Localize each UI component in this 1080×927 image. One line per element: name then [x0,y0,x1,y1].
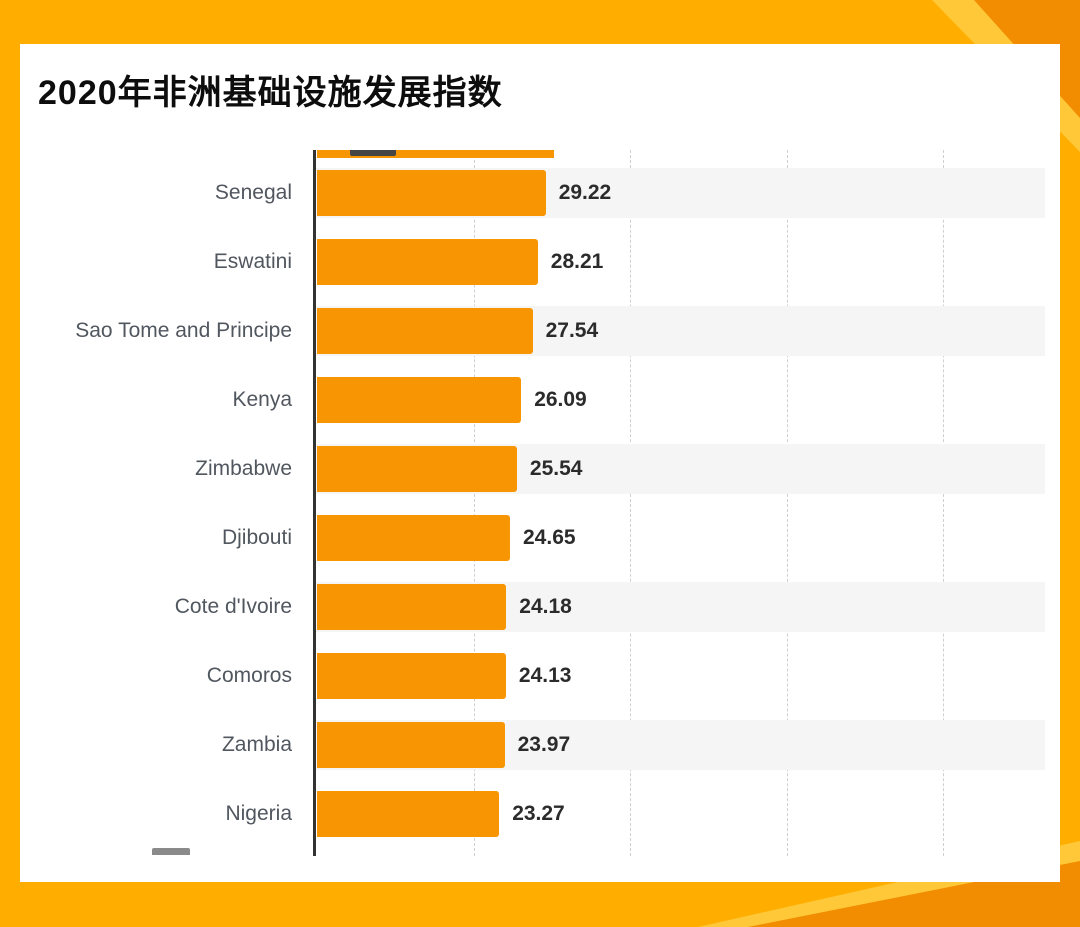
gridline [786,150,788,856]
value-label: 29.22 [558,181,612,204]
bar [317,377,522,423]
clipped-label-fragment-bottom [152,848,190,855]
category-label: Zimbabwe [195,457,292,480]
clipped-bar-top [317,150,555,158]
value-label: 24.65 [523,526,576,549]
value-label: 23.27 [512,802,565,825]
bar [317,308,533,354]
category-label: Nigeria [225,802,292,825]
value-label: 24.13 [518,664,572,687]
category-label: Comoros [206,664,292,687]
y-axis-line [313,150,316,856]
chart-title: 2020年非洲基础设施发展指数 [38,74,503,112]
category-label: Senegal [214,181,292,204]
category-label: Djibouti [221,526,292,549]
bar [317,239,538,285]
value-label: 27.54 [545,319,599,342]
value-label: 24.18 [519,595,572,618]
bar [317,653,506,699]
bar [317,791,500,837]
clipped-text-fragment-top [350,150,396,156]
value-label: 23.97 [517,733,571,756]
bar [317,515,510,561]
value-label: 28.21 [550,250,604,273]
category-label: Kenya [232,388,292,411]
gridline [630,150,632,856]
gridline [943,150,945,856]
bar [317,170,546,216]
bar [317,722,505,768]
category-label: Cote d'Ivoire [174,595,292,618]
category-label: Zambia [221,733,292,756]
bar-chart: Senegal 29.22 Eswatini 28.21 Sao Tome and Pr… [20,150,1060,856]
bar [317,584,507,630]
category-label: Sao Tome and Principe [75,319,292,342]
bar [317,446,517,492]
category-label: Eswatini [213,250,292,273]
value-label: 26.09 [534,388,587,411]
chart-card: 2020年非洲基础设施发展指数 Senegal 29.22 Eswatini 28.2… [20,44,1060,882]
gridline [473,150,475,856]
value-label: 25.54 [529,457,583,480]
